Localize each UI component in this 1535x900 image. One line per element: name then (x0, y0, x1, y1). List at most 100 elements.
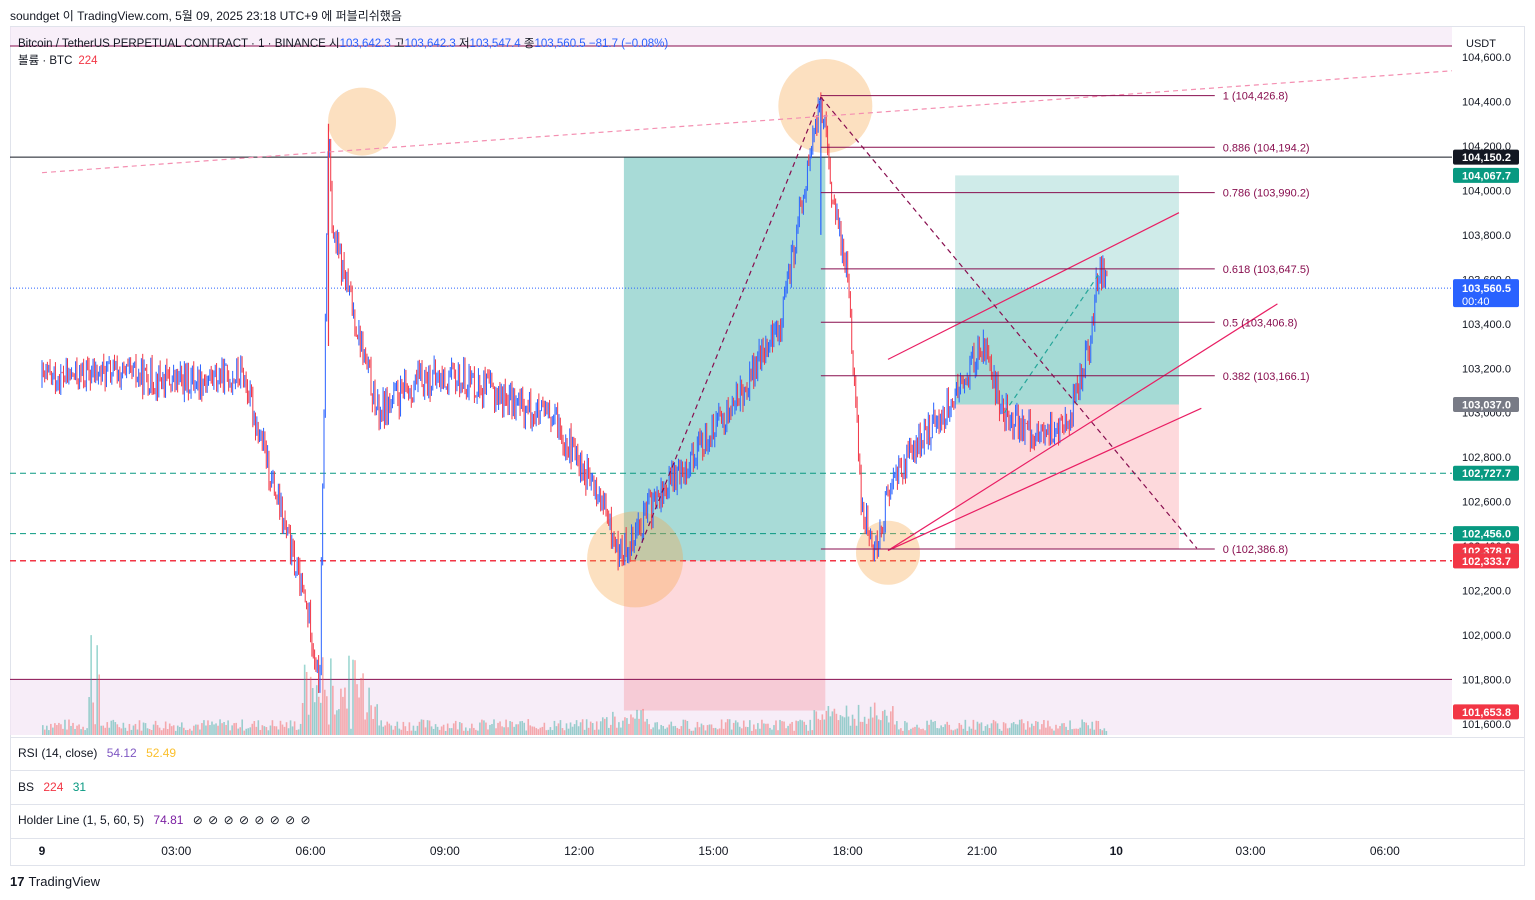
price-label-text: 103,037.0 (1462, 400, 1511, 412)
volume-bar (450, 728, 453, 735)
volume-bar (547, 729, 550, 735)
volume-bar (1043, 720, 1045, 735)
volume-bar (1045, 727, 1047, 735)
price-label-box[interactable] (1453, 149, 1519, 165)
volume-bar (352, 659, 354, 735)
volume-bar (178, 726, 181, 735)
volume-bar (1053, 730, 1055, 735)
highlight-circle[interactable] (778, 59, 873, 154)
trendline[interactable] (820, 96, 1198, 549)
rsi-pane[interactable]: RSI (14, close) 54.12 52.49 (10, 737, 1525, 770)
volume-bar (305, 671, 308, 735)
trendline[interactable] (887, 303, 1278, 552)
price-label-box[interactable] (1453, 465, 1519, 481)
plot-area[interactable] (10, 59, 1456, 735)
volume-bar (749, 720, 751, 735)
volume-bar (954, 729, 957, 735)
symbol-name[interactable]: Bitcoin / TetherUS PERPETUAL CONTRACT · … (18, 38, 326, 50)
volume-bar (875, 715, 878, 735)
highlight-circle[interactable] (328, 87, 397, 156)
trendline[interactable] (634, 96, 822, 560)
volume-bar (591, 723, 594, 735)
volume-bar (968, 726, 971, 735)
volume-label[interactable]: 볼륨 · BTC (18, 55, 73, 67)
price-label-box[interactable] (1453, 167, 1519, 183)
volume-bar (291, 726, 294, 735)
volume-bar (309, 676, 312, 735)
volume-bar (392, 729, 395, 735)
volume-bar (203, 720, 205, 735)
fib-level-label: 1 (104,426.8) (1223, 91, 1288, 103)
volume-bar (245, 728, 248, 735)
volume-bar (575, 720, 578, 735)
price-label-box[interactable] (1453, 279, 1519, 308)
volume-bar (483, 720, 485, 735)
x-tick-label: 9 (39, 844, 46, 858)
volume-bar (191, 730, 193, 735)
tradingview-brand[interactable]: 17 TradingView (10, 874, 100, 889)
volume-bar (350, 728, 352, 735)
volume-bar (626, 718, 628, 735)
chart-frame (10, 26, 1525, 866)
holder-line-pane[interactable]: Holder Line (1, 5, 60, 5) 74.81 ⊘ ⊘ ⊘ ⊘ … (10, 804, 1525, 838)
volume-bar (233, 723, 235, 735)
volume-bar (48, 730, 50, 735)
y-tick-label: 104,400.0 (1462, 97, 1511, 109)
holder-na-icons: ⊘ ⊘ ⊘ ⊘ ⊘ ⊘ ⊘ ⊘ (192, 813, 312, 827)
volume-bar (493, 719, 495, 735)
tradingview-logo-icon: 17 (10, 874, 25, 889)
volume-bar (130, 729, 133, 735)
volume-bar (1037, 721, 1039, 735)
x-tick-label: 03:00 (161, 844, 191, 858)
bs-pane[interactable]: BS 224 31 (10, 770, 1525, 804)
trendline[interactable] (1003, 274, 1099, 414)
volume-bar (201, 723, 203, 735)
countdown-text: 00:40 (1462, 296, 1490, 308)
volume-bar (324, 689, 326, 735)
volume-bar (257, 720, 260, 735)
volume-bar (183, 727, 185, 735)
volume-bar (696, 721, 699, 735)
price-label-box[interactable] (1453, 397, 1519, 413)
volume-bar (519, 721, 521, 735)
time-axis[interactable] (10, 838, 1525, 866)
volume-bar (444, 730, 447, 735)
volume-bar (938, 728, 940, 735)
volume-bar (823, 719, 826, 735)
volume-bar (217, 725, 219, 735)
trendline[interactable] (41, 70, 1456, 174)
currency-label[interactable]: USDT (1466, 38, 1496, 50)
volume-bar (924, 730, 926, 735)
volume-bar (603, 718, 606, 735)
volume-bar (340, 688, 342, 735)
price-label-box[interactable] (1453, 553, 1519, 569)
volume-bar (704, 730, 707, 735)
volume-bar (1035, 721, 1037, 735)
volume-bar (239, 727, 241, 735)
symbol-legend: Bitcoin / TetherUS PERPETUAL CONTRACT · … (18, 35, 668, 51)
trendline[interactable] (887, 212, 1180, 360)
volume-bar (785, 728, 787, 735)
volume-bar (1049, 726, 1051, 735)
price-label-box[interactable] (1453, 704, 1519, 720)
long-position-target-zone[interactable] (955, 175, 1179, 405)
volume-bar (237, 728, 239, 735)
volume-bar (1031, 723, 1033, 735)
volume-bar (529, 725, 532, 735)
x-tick-label: 06:00 (1370, 844, 1400, 858)
volume-bar (442, 724, 445, 735)
long-position-stop-zone[interactable] (623, 560, 826, 711)
volume-bar (610, 724, 612, 735)
volume-bar (986, 724, 989, 735)
volume-bar (634, 718, 636, 735)
trendline[interactable] (887, 407, 1202, 552)
volume-bar (789, 723, 791, 735)
volume-bar (934, 721, 936, 735)
volume-bar (295, 729, 298, 735)
volume-bar (716, 729, 719, 735)
y-tick-label: 103,400.0 (1462, 319, 1511, 331)
price-label-box[interactable] (1453, 526, 1519, 542)
volume-bar (700, 723, 703, 735)
volume-bar (46, 725, 48, 735)
